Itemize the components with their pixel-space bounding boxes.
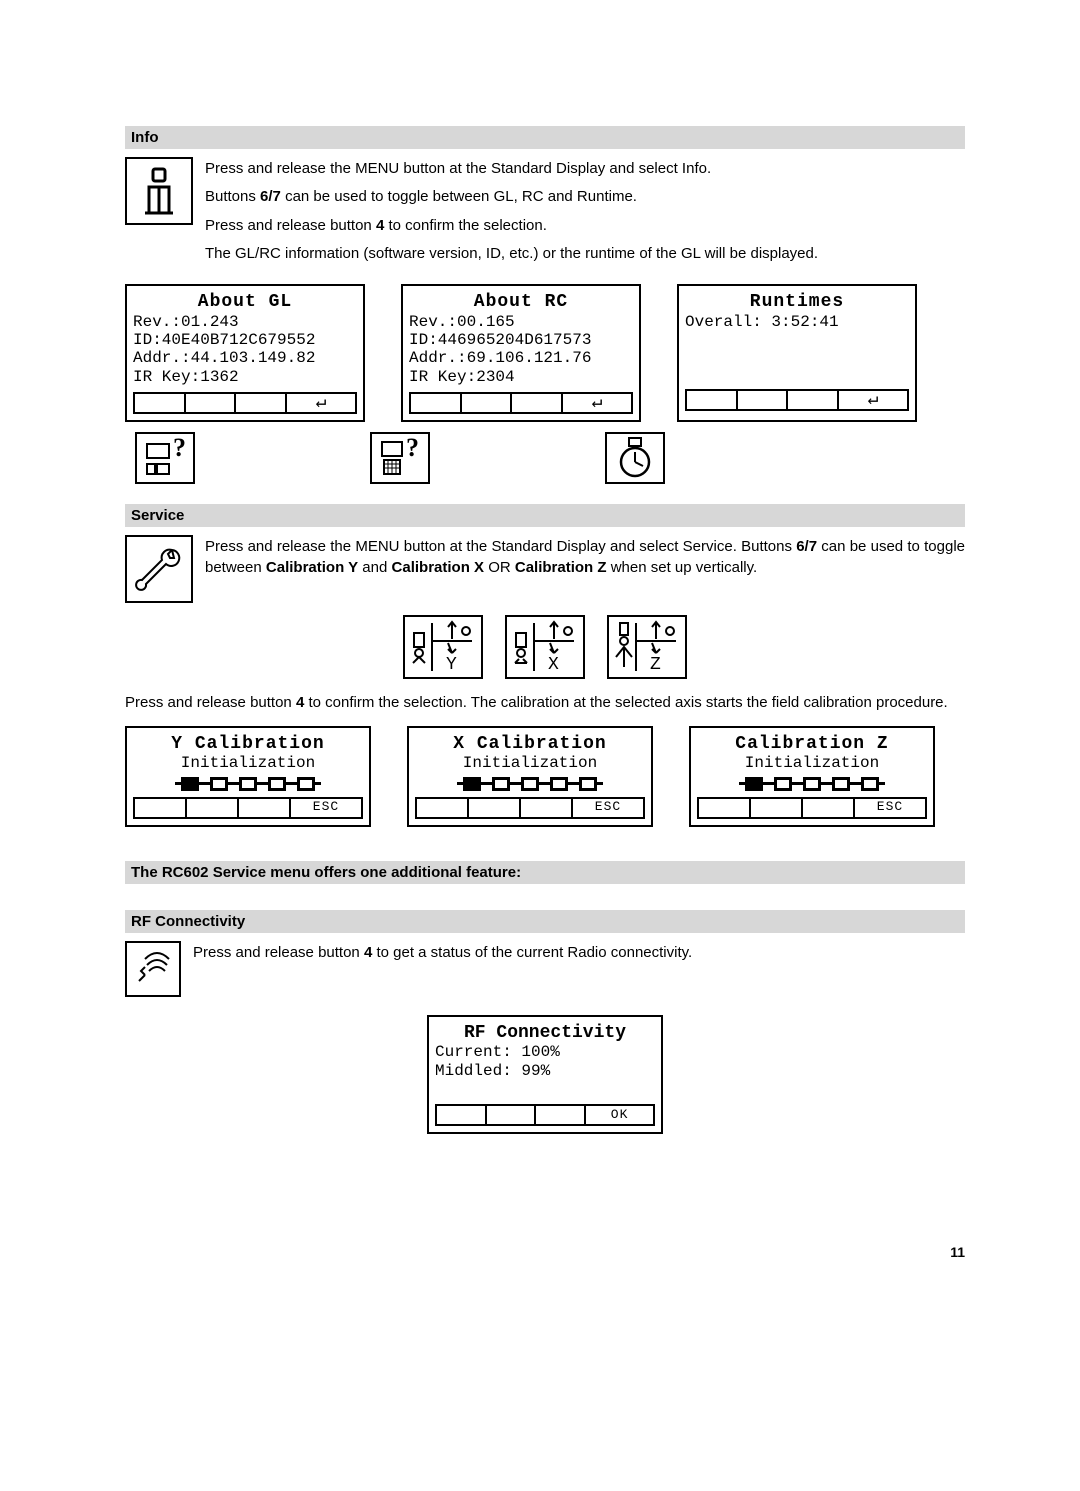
lcd-line: Current: 100%	[435, 1043, 655, 1061]
lcd-button-bar: ↵	[133, 392, 357, 414]
lcd-cal-y: Y Calibration Initialization ESC	[125, 726, 371, 827]
lcd-title: Runtimes	[685, 292, 909, 313]
progress-bar	[697, 777, 927, 791]
service-p1: Press and release the MENU button at the…	[205, 537, 965, 578]
lcd-line: Addr.:69.106.121.76	[409, 349, 633, 367]
lcd-line: Overall: 3:52:41	[685, 313, 909, 331]
calibration-axis-icons: Y X Z	[125, 615, 965, 679]
cal-icon-x: X	[505, 615, 585, 679]
lcd-line: Middled: 99%	[435, 1062, 655, 1080]
lcd-title: About RC	[409, 292, 633, 313]
lcd-sub: Initialization	[697, 754, 927, 772]
svg-text:Z: Z	[650, 655, 661, 675]
return-icon: ↵	[316, 393, 327, 414]
calibration-screens-row: Y Calibration Initialization ESC X Calib…	[125, 726, 965, 827]
section-header-info: Info	[125, 126, 965, 149]
lcd-sub: Initialization	[415, 754, 645, 772]
lcd-title: RF Connectivity	[435, 1023, 655, 1044]
clock-icon	[605, 432, 665, 484]
esc-label: ESC	[595, 800, 621, 815]
service-p2: Press and release button 4 to confirm th…	[125, 693, 965, 713]
lcd-button-bar: ESC	[697, 797, 927, 819]
lcd-line: ID:446965204D617573	[409, 331, 633, 349]
rf-intro-row: Press and release button 4 to get a stat…	[125, 941, 965, 997]
lcd-line: IR Key:1362	[133, 368, 357, 386]
progress-bar	[133, 777, 363, 791]
svg-text:?: ?	[406, 438, 419, 462]
svg-text:X: X	[548, 655, 559, 675]
lcd-rf-connectivity: RF Connectivity Current: 100% Middled: 9…	[427, 1015, 663, 1134]
lcd-title: Y Calibration	[133, 734, 363, 755]
lcd-button-bar: ESC	[133, 797, 363, 819]
lcd-line: ID:40E40B712C679552	[133, 331, 357, 349]
lcd-title: About GL	[133, 292, 357, 313]
lcd-button-bar: ↵	[409, 392, 633, 414]
lcd-line: IR Key:2304	[409, 368, 633, 386]
info-p1: Press and release the MENU button at the…	[205, 159, 818, 179]
esc-label: ESC	[313, 800, 339, 815]
service-p2-wrap: Press and release button 4 to confirm th…	[125, 693, 965, 713]
section-header-rf: RF Connectivity	[125, 910, 965, 933]
info-screens-row: About GL Rev.:01.243 ID:40E40B712C679552…	[125, 284, 965, 422]
rf-paragraph: Press and release button 4 to get a stat…	[193, 941, 692, 971]
lcd-about-gl: About GL Rev.:01.243 ID:40E40B712C679552…	[125, 284, 365, 422]
cal-icon-y: Y	[403, 615, 483, 679]
lcd-line: Rev.:00.165	[409, 313, 633, 331]
lcd-title: Calibration Z	[697, 734, 927, 755]
ok-label: OK	[611, 1108, 629, 1123]
info-intro-row: Press and release the MENU button at the…	[125, 157, 965, 272]
info-paragraphs: Press and release the MENU button at the…	[205, 157, 818, 272]
section-header-rc602: The RC602 Service menu offers one additi…	[125, 861, 965, 884]
lcd-runtimes: Runtimes Overall: 3:52:41 ↵	[677, 284, 917, 422]
info-p2: Buttons 6/7 can be used to toggle betwee…	[205, 187, 818, 207]
info-icon	[125, 157, 193, 225]
rc-device-icon: ?	[370, 432, 430, 484]
info-p4: The GL/RC information (software version,…	[205, 244, 818, 264]
gl-device-icon: ?	[135, 432, 195, 484]
lcd-cal-z: Calibration Z Initialization ESC	[689, 726, 935, 827]
lcd-button-bar: ↵	[685, 389, 909, 411]
progress-bar	[415, 777, 645, 791]
lcd-cal-x: X Calibration Initialization ESC	[407, 726, 653, 827]
lcd-button-bar: OK	[435, 1104, 655, 1126]
service-intro-row: Press and release the MENU button at the…	[125, 535, 965, 603]
lcd-about-rc: About RC Rev.:00.165 ID:446965204D617573…	[401, 284, 641, 422]
info-mini-icons: ? ?	[135, 432, 965, 484]
lcd-button-bar: ESC	[415, 797, 645, 819]
lcd-title: X Calibration	[415, 734, 645, 755]
return-icon: ↵	[592, 393, 603, 414]
service-paragraphs: Press and release the MENU button at the…	[205, 535, 965, 586]
wrench-icon	[125, 535, 193, 603]
info-p3: Press and release button 4 to confirm th…	[205, 216, 818, 236]
lcd-sub: Initialization	[133, 754, 363, 772]
rf-signal-icon	[125, 941, 181, 997]
page-number: 11	[125, 1244, 965, 1260]
section-header-service: Service	[125, 504, 965, 527]
svg-text:?: ?	[173, 438, 186, 462]
lcd-line: Addr.:44.103.149.82	[133, 349, 357, 367]
return-icon: ↵	[868, 390, 879, 411]
esc-label: ESC	[877, 800, 903, 815]
cal-icon-z: Z	[607, 615, 687, 679]
rf-p1: Press and release button 4 to get a stat…	[193, 943, 692, 963]
lcd-line: Rev.:01.243	[133, 313, 357, 331]
svg-text:Y: Y	[446, 655, 457, 675]
